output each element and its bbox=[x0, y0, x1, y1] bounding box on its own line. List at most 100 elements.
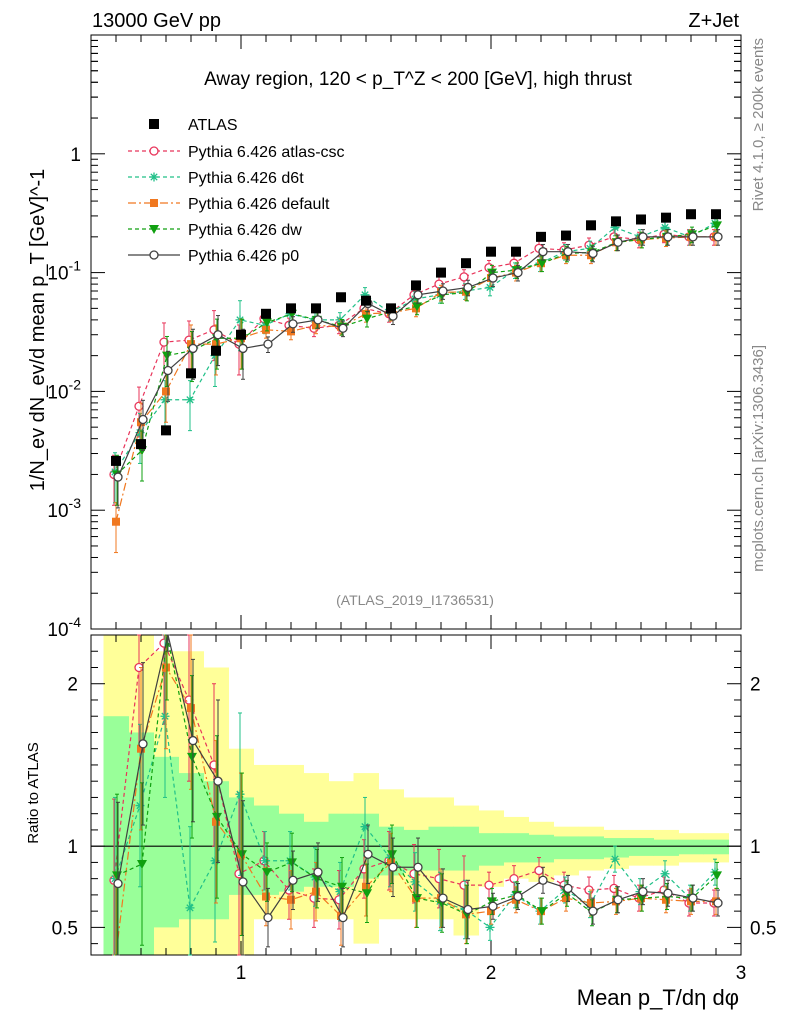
ratio-point bbox=[312, 874, 322, 884]
y-tick-label: 10-4 bbox=[47, 614, 81, 641]
data-point bbox=[485, 282, 495, 292]
atlas-data-point bbox=[586, 220, 596, 231]
data-point bbox=[413, 290, 423, 300]
ratio-y-tick-label: 2 bbox=[67, 675, 78, 696]
legend-label: Pythia 6.426 default bbox=[188, 196, 330, 213]
atlas-data-point bbox=[561, 230, 571, 241]
legend-atlas-marker bbox=[149, 119, 159, 129]
data-point bbox=[113, 472, 123, 482]
ratio-point bbox=[135, 801, 145, 811]
data-point bbox=[360, 290, 370, 300]
header-left: 13000 GeV pp bbox=[92, 10, 221, 32]
data-point bbox=[159, 337, 169, 347]
y-axis-label: 1/N_ev dN_ev/d mean p_T [GeV]^-1 bbox=[27, 169, 49, 492]
data-point bbox=[162, 387, 170, 396]
ratio-point bbox=[362, 882, 370, 891]
ratio-y-tick-label-right: 0.5 bbox=[750, 918, 776, 939]
data-point bbox=[362, 309, 370, 318]
ratio-series bbox=[109, 634, 723, 956]
atlas-data-point bbox=[336, 292, 346, 303]
ratio-point bbox=[363, 849, 373, 859]
ratio-point bbox=[537, 907, 547, 917]
data-point bbox=[338, 323, 348, 333]
band-green bbox=[628, 838, 654, 856]
data-point bbox=[162, 351, 172, 361]
ratio-point bbox=[338, 912, 348, 923]
ratio-y-axis-label: Ratio to ATLAS bbox=[25, 742, 42, 843]
atlas-data-point bbox=[261, 308, 271, 319]
ratio-point bbox=[235, 789, 245, 799]
ratio-point bbox=[137, 860, 147, 870]
band-green bbox=[153, 756, 179, 928]
ratio-point bbox=[312, 887, 320, 896]
ratio-point bbox=[513, 891, 523, 902]
ratio-point bbox=[185, 903, 195, 913]
data-point bbox=[312, 321, 320, 330]
ratio-point bbox=[262, 868, 272, 878]
header-right: Z+Jet bbox=[688, 10, 739, 32]
atlas-data-point bbox=[611, 216, 621, 227]
mcplots-label: mcplots.cern.ch [arXiv:1306.3436] bbox=[750, 345, 767, 572]
ratio-point bbox=[488, 901, 498, 911]
ratio-point bbox=[613, 895, 623, 905]
data-point bbox=[263, 339, 273, 349]
ratio-point bbox=[387, 858, 395, 867]
band-green bbox=[453, 826, 479, 871]
data-point bbox=[613, 237, 623, 247]
legend-marker bbox=[149, 172, 159, 182]
ratio-point bbox=[563, 883, 573, 894]
data-point bbox=[688, 232, 698, 242]
band-green bbox=[503, 833, 529, 863]
data-point bbox=[262, 318, 272, 328]
ratio-point bbox=[688, 893, 698, 903]
ratio-point bbox=[187, 752, 197, 762]
ratio-point bbox=[110, 874, 120, 884]
ratio-point bbox=[712, 871, 722, 881]
series-line-2 bbox=[115, 236, 716, 522]
data-point bbox=[412, 302, 422, 312]
ratio-point bbox=[610, 854, 620, 864]
atlas-data-point bbox=[436, 267, 446, 278]
y-tick-label: 10-3 bbox=[47, 495, 81, 522]
data-point bbox=[112, 517, 120, 526]
data-point bbox=[713, 232, 723, 242]
series-line-0 bbox=[113, 233, 714, 475]
data-point bbox=[160, 395, 170, 405]
band-green bbox=[528, 834, 554, 863]
legend-label: Pythia 6.426 atlas-csc bbox=[188, 144, 345, 161]
data-point bbox=[588, 248, 598, 259]
data-point bbox=[663, 232, 673, 242]
band-green bbox=[678, 839, 704, 855]
series-line-4 bbox=[117, 236, 718, 478]
ratio-point bbox=[237, 850, 247, 860]
legend-label: Pythia 6.426 d6t bbox=[188, 170, 304, 187]
ratio-y-tick-label-right: 1 bbox=[750, 837, 761, 858]
ratio-point bbox=[637, 894, 647, 904]
data-point bbox=[459, 272, 469, 282]
ratio-point bbox=[212, 817, 220, 826]
x-tick-label: 2 bbox=[486, 963, 497, 984]
atlas-data-point bbox=[711, 209, 721, 220]
data-point bbox=[238, 343, 248, 354]
x-tick-label: 3 bbox=[736, 963, 747, 984]
ratio-point bbox=[485, 922, 495, 932]
ratio-point bbox=[213, 776, 223, 786]
atlas-data-point bbox=[186, 368, 196, 379]
data-point bbox=[235, 315, 245, 325]
band-green bbox=[428, 826, 454, 871]
legend: ATLAS Pythia 6.426 atlas-csc Pythia 6.426 … bbox=[128, 117, 345, 265]
band-green bbox=[703, 839, 729, 855]
ratio-point bbox=[287, 858, 297, 868]
ratio-point bbox=[162, 663, 170, 672]
atlas-data-point bbox=[136, 439, 146, 450]
ratio-point bbox=[463, 904, 473, 915]
data-point bbox=[660, 222, 670, 232]
ratio-point bbox=[238, 877, 248, 887]
ratio-point bbox=[538, 875, 548, 885]
band-green bbox=[653, 839, 679, 856]
atlas-data-point bbox=[386, 303, 396, 314]
atlas-data-point bbox=[361, 295, 371, 306]
legend-atlas-label: ATLAS bbox=[188, 117, 238, 134]
ratio-y-tick-label: 0.5 bbox=[52, 918, 78, 939]
legend-marker bbox=[150, 199, 158, 207]
